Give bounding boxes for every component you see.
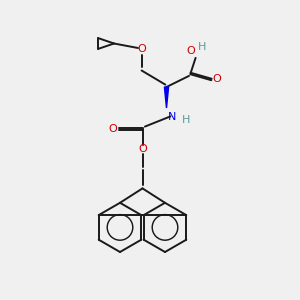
Text: H: H xyxy=(182,115,190,125)
Text: O: O xyxy=(187,46,196,56)
Text: H: H xyxy=(198,41,206,52)
Text: O: O xyxy=(108,124,117,134)
Text: N: N xyxy=(168,112,177,122)
Text: O: O xyxy=(212,74,221,85)
Polygon shape xyxy=(164,87,169,108)
Text: O: O xyxy=(137,44,146,55)
Text: O: O xyxy=(138,144,147,154)
